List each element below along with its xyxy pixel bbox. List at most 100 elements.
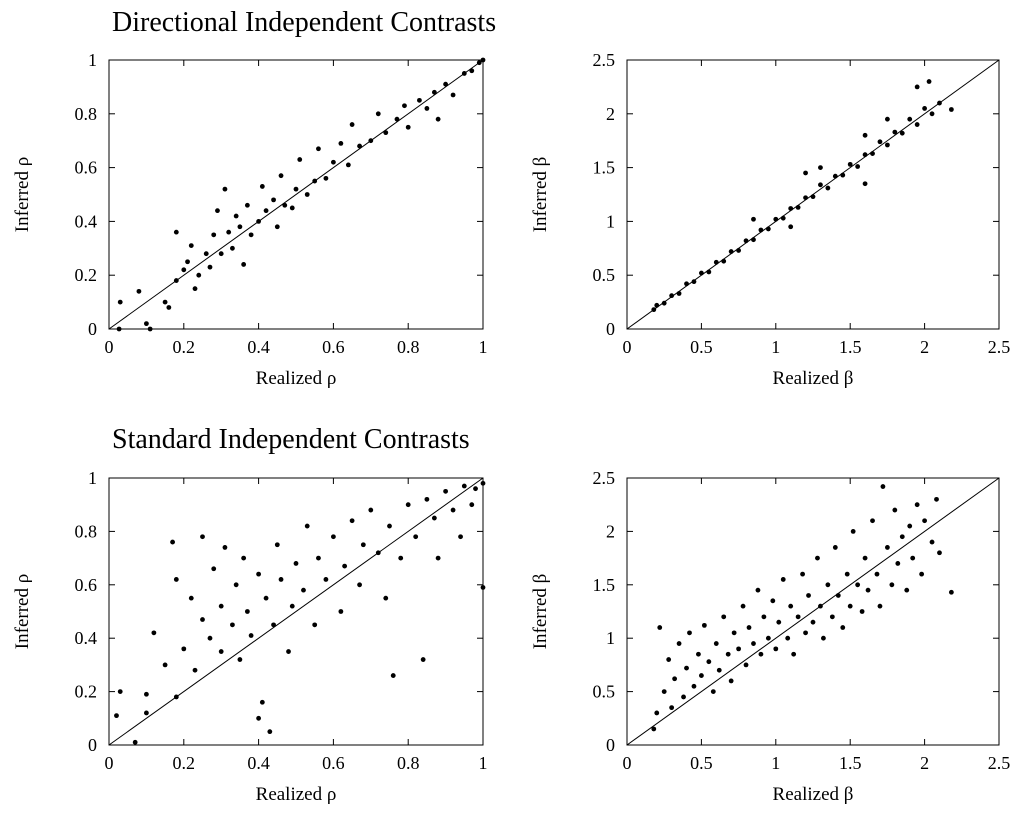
- data-point: [222, 545, 228, 550]
- data-point: [207, 635, 213, 641]
- data-point: [237, 657, 243, 662]
- y-axis-label: Inferred ρ: [12, 574, 33, 649]
- data-point: [263, 208, 269, 214]
- data-point: [914, 502, 920, 508]
- data-point: [728, 678, 734, 684]
- y-tick-label: 1.5: [593, 158, 616, 178]
- x-tick-label: 0.2: [173, 753, 196, 773]
- data-point: [716, 667, 722, 673]
- x-tick-label: 0.6: [322, 337, 345, 357]
- data-point: [877, 139, 883, 145]
- data-point: [349, 122, 355, 127]
- x-axis-label: Realized β: [773, 784, 854, 805]
- x-axis-label: Realized β: [773, 368, 854, 389]
- plot-frame: [626, 477, 1000, 746]
- x-tick-label: 0: [623, 753, 632, 773]
- data-point: [461, 483, 467, 489]
- x-axis-label: Realized ρ: [256, 784, 337, 805]
- data-point: [840, 172, 846, 178]
- identity-line: [108, 477, 484, 746]
- data-point: [761, 614, 767, 620]
- data-point: [701, 622, 707, 628]
- data-point: [259, 699, 265, 705]
- data-point: [181, 267, 187, 273]
- x-tick-label: 0: [623, 337, 632, 357]
- data-point: [304, 192, 310, 197]
- data-point: [899, 534, 905, 540]
- y-tick-label: 0.6: [75, 158, 98, 178]
- data-point: [870, 151, 875, 157]
- data-point: [788, 224, 794, 230]
- data-point: [874, 571, 880, 577]
- data-point: [776, 619, 782, 625]
- x-tick-label: 1.5: [839, 337, 862, 357]
- data-point: [654, 710, 660, 716]
- data-point: [904, 587, 910, 593]
- data-point: [435, 555, 441, 561]
- data-point: [914, 84, 920, 90]
- y-tick-label: 0: [88, 735, 97, 755]
- data-point: [136, 288, 142, 294]
- x-tick-label: 0.5: [690, 753, 713, 773]
- data-point: [706, 659, 712, 665]
- data-point: [162, 299, 168, 305]
- data-point: [383, 130, 389, 136]
- data-point: [282, 202, 288, 208]
- data-point: [417, 97, 422, 103]
- data-point: [203, 251, 209, 257]
- data-point: [200, 534, 205, 540]
- data-point: [847, 161, 853, 167]
- data-point: [289, 603, 295, 609]
- x-tick-label: 0.8: [397, 337, 420, 357]
- data-point: [241, 262, 247, 267]
- data-point: [181, 646, 187, 652]
- x-tick-label: 1.5: [839, 753, 862, 773]
- data-point: [948, 107, 954, 112]
- data-point: [803, 630, 808, 636]
- x-tick-label: 2.5: [988, 753, 1011, 773]
- data-point: [342, 563, 348, 569]
- data-point: [289, 205, 295, 211]
- data-point: [736, 646, 741, 652]
- x-axis-label: Realized ρ: [256, 368, 337, 389]
- data-point: [357, 582, 362, 588]
- data-point: [132, 739, 138, 745]
- data-point: [840, 625, 846, 630]
- data-point: [357, 143, 362, 149]
- x-tick-label: 0.2: [173, 337, 196, 357]
- data-point: [230, 245, 235, 251]
- data-point: [450, 507, 456, 513]
- data-point: [480, 480, 486, 486]
- data-point: [226, 229, 232, 235]
- data-point: [424, 496, 430, 502]
- data-point: [681, 694, 686, 700]
- data-point: [773, 646, 779, 652]
- scatter-plot-1: 0 0.2 0.4 0.6 0.8 1 0 0.2 0.4 0.6 0.8 1 Realized ρ In…: [12, 50, 488, 389]
- data-point: [803, 170, 808, 176]
- data-point: [443, 488, 448, 494]
- data-point: [248, 232, 254, 238]
- data-point: [144, 691, 149, 697]
- data-point: [383, 595, 389, 601]
- data-point: [398, 555, 404, 561]
- data-point: [899, 130, 905, 136]
- data-point: [765, 226, 771, 232]
- data-point: [889, 582, 895, 588]
- data-point: [458, 534, 463, 540]
- y-tick-label: 0.2: [75, 265, 98, 285]
- data-point: [948, 589, 954, 595]
- data-point: [144, 321, 149, 327]
- data-point: [304, 523, 310, 529]
- data-point: [818, 603, 823, 609]
- data-point: [144, 710, 149, 716]
- data-point: [934, 496, 939, 502]
- data-point: [850, 529, 856, 534]
- data-point: [937, 550, 942, 556]
- data-point: [338, 609, 344, 614]
- data-point: [847, 603, 853, 609]
- data-point: [173, 229, 179, 235]
- data-point: [420, 657, 426, 662]
- x-tick-label: 0.4: [247, 337, 270, 357]
- data-point: [758, 651, 764, 657]
